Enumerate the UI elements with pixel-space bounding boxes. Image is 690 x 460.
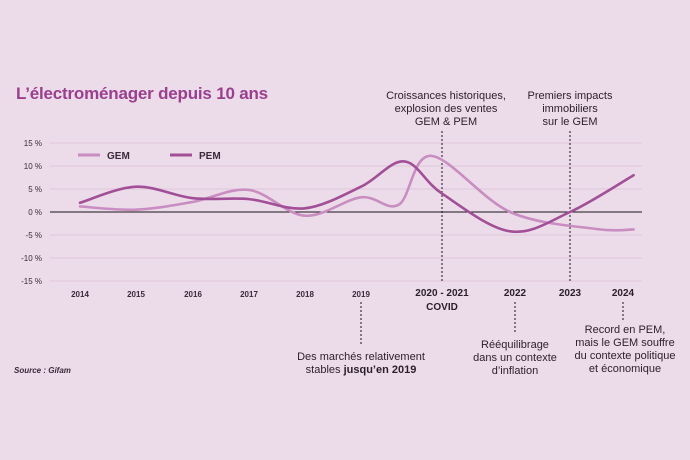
series-line-gem — [78, 154, 635, 232]
annotation-inflation-line1: Rééquilibrage — [481, 339, 549, 351]
annotation-record-line4: et économique — [588, 363, 662, 375]
annotation-stable-line2b: jusqu’en 2019 — [343, 364, 417, 376]
annotation-record-line2: mais le GEM souffre — [575, 337, 675, 349]
legend-label-pem: PEM — [199, 151, 221, 162]
series-line-pem — [78, 160, 635, 234]
source-note: Source : Gifam — [14, 366, 71, 375]
y-tick-label: -5 % — [26, 231, 42, 240]
annotation-record-line3: du contexte politique — [574, 350, 676, 362]
annotation-covid-line1: Croissances historiques, — [386, 90, 506, 102]
y-tick-label: 0 % — [28, 208, 42, 217]
x-tick-label: 2023 — [559, 288, 582, 299]
x-tick-label: 2017 — [240, 290, 258, 299]
legend-label-gem: GEM — [107, 151, 130, 162]
annotation-inflation-line2: dans un contexte — [473, 352, 557, 364]
annotation-impacts-line1: Premiers impacts — [527, 90, 613, 102]
y-tick-label: 15 % — [24, 139, 42, 148]
annotation-record: Record en PEM, mais le GEM souffre du co… — [566, 324, 684, 376]
annotation-inflation-line3: d’inflation — [491, 365, 539, 377]
x-tick-label: 2020 - 2021 — [415, 288, 469, 299]
chart-title: L’électroménager depuis 10 ans — [16, 84, 268, 103]
annotation-inflation: Rééquilibrage dans un contexte d’inflati… — [465, 339, 565, 378]
x-tick-label: 2022 — [504, 288, 527, 299]
x-tick-label: 2014 — [71, 290, 89, 299]
annotation-impacts-line3: sur le GEM — [542, 116, 598, 128]
annotation-stable-line1: Des marchés relativement — [297, 351, 425, 363]
annotation-impacts: Premiers impacts immobiliers sur le GEM — [522, 90, 618, 129]
annotation-stable: Des marchés relativement stables jusqu’e… — [290, 351, 432, 377]
x-period-label-covid: COVID — [426, 302, 458, 313]
y-tick-label: 5 % — [28, 185, 42, 194]
y-tick-label: -15 % — [21, 277, 42, 286]
annotation-covid-line3: GEM & PEM — [414, 116, 478, 128]
x-tick-label: 2019 — [352, 290, 370, 299]
x-tick-label: 2016 — [184, 290, 202, 299]
annotation-impacts-line2: immobiliers — [542, 103, 598, 115]
annotation-covid-line2: explosion des ventes — [394, 103, 498, 115]
x-tick-label: 2024 — [612, 288, 635, 299]
x-tick-label: 2018 — [296, 290, 314, 299]
y-tick-label: 10 % — [24, 162, 42, 171]
annotation-record-line1: Record en PEM, — [584, 324, 666, 336]
annotation-covid: Croissances historiques, explosion des v… — [382, 90, 510, 129]
y-tick-label: -10 % — [21, 254, 42, 263]
x-tick-label: 2015 — [127, 290, 145, 299]
annotation-stable-line2a: stables — [305, 364, 344, 376]
